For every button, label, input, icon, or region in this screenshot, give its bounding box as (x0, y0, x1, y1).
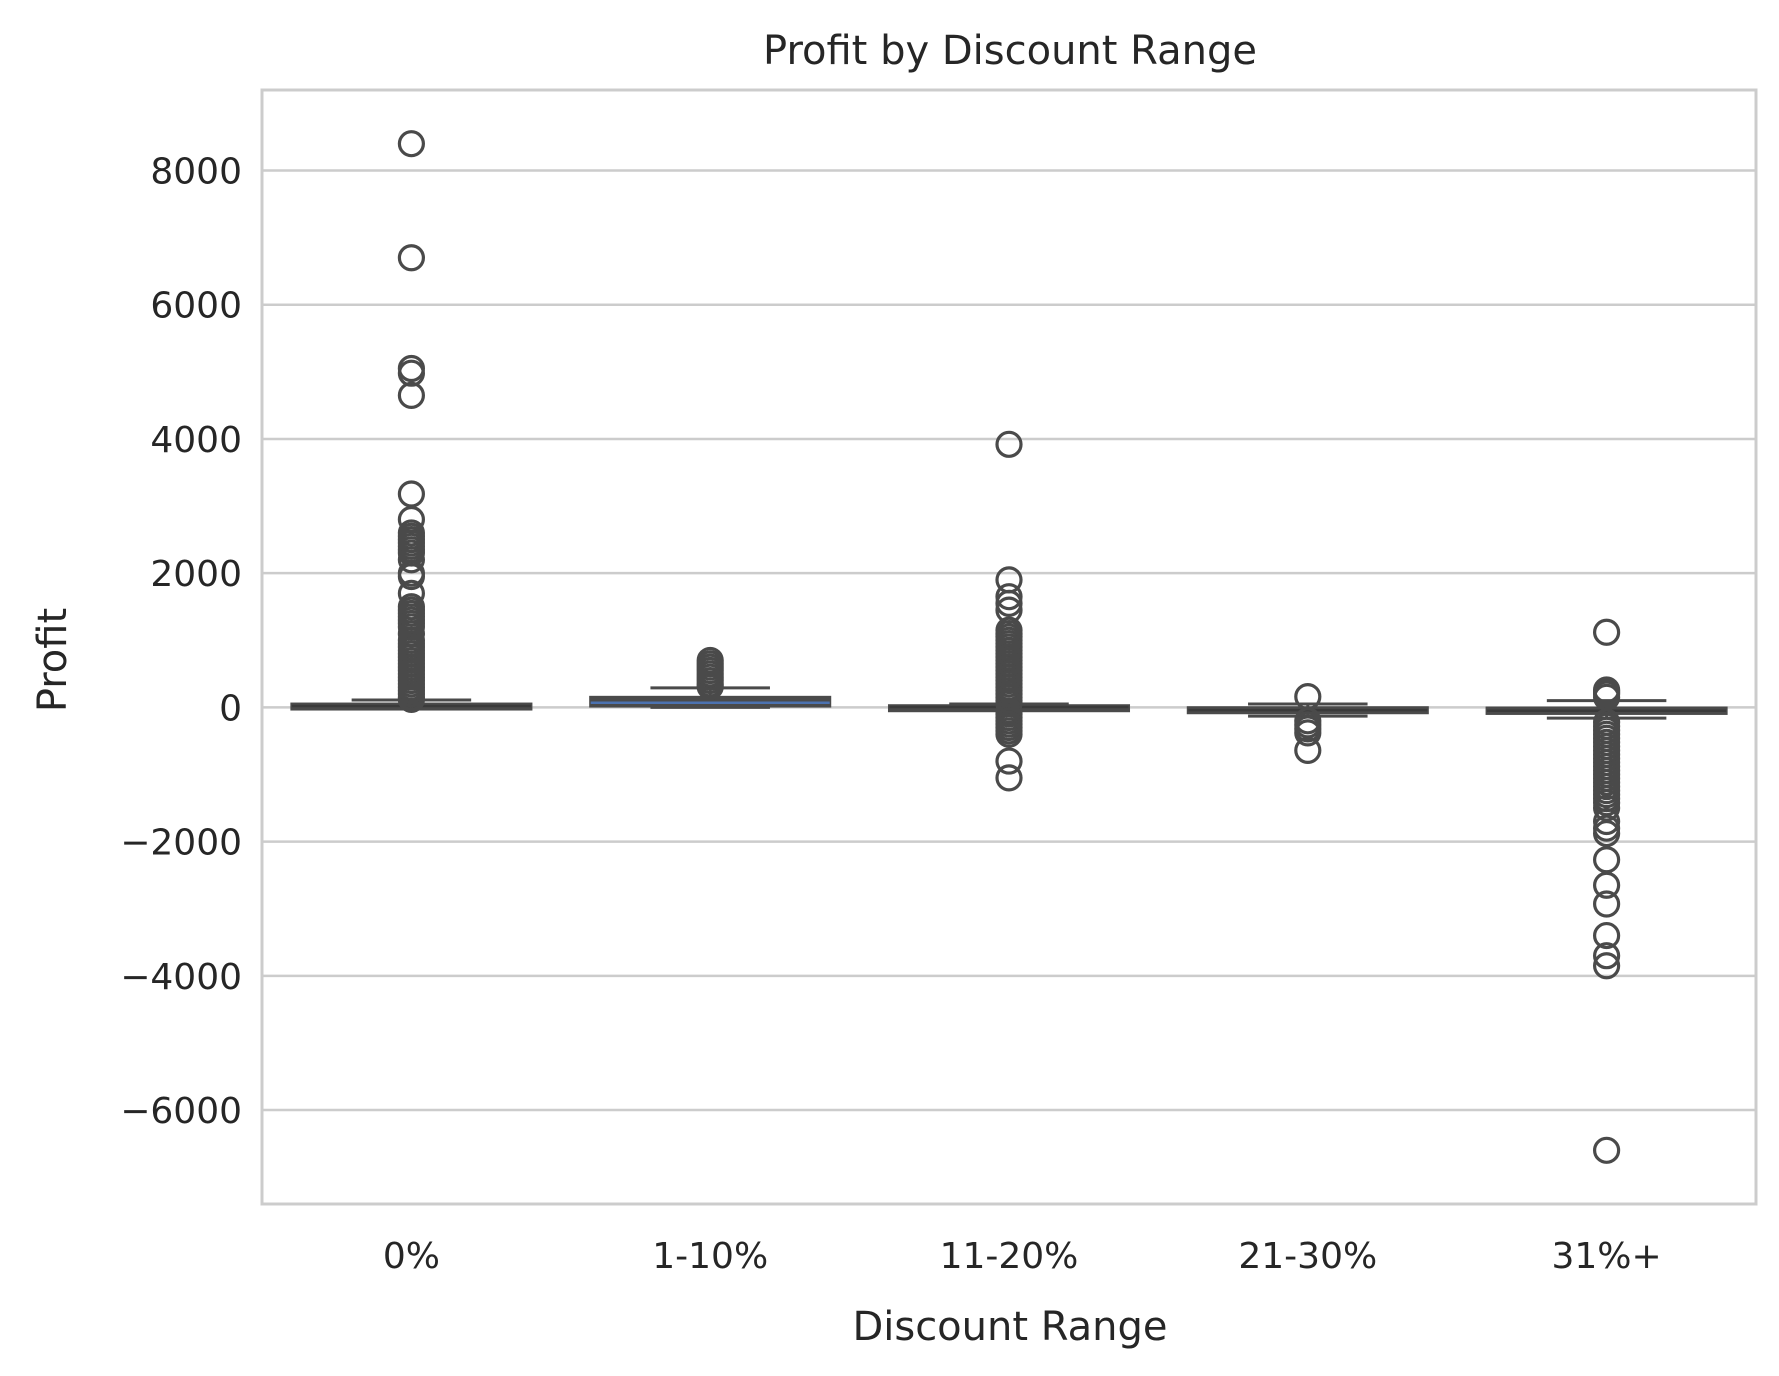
outlier-point (1592, 921, 1621, 950)
y-tick-label: 8000 (150, 152, 242, 193)
outlier-point (995, 747, 1023, 775)
outlier-point (696, 672, 724, 701)
outlier-point (397, 546, 425, 574)
outlier-point (1592, 807, 1621, 836)
x-tick-label: 11-20% (940, 1236, 1079, 1277)
outlier-point (1592, 942, 1621, 970)
plot-frame (260, 88, 1758, 1206)
chart-title: Profit by Discount Range (763, 28, 1257, 74)
y-tick-label: 2000 (150, 554, 242, 595)
y-tick-label: −6000 (120, 1091, 242, 1132)
outlier-point (1592, 952, 1621, 980)
x-axis-title: Discount Range (852, 1304, 1167, 1350)
outlier-point (397, 685, 425, 713)
y-tick-labels: 8000 6000 4000 2000 0 −2000 −4000 −6000 (120, 152, 242, 1133)
outlier-point (1294, 719, 1322, 747)
y-tick-label: −4000 (120, 957, 242, 998)
outlier-point (397, 381, 425, 409)
x-tick-label: 21-30% (1238, 1236, 1377, 1277)
outlier-point (1592, 618, 1621, 646)
x-tick-labels: 0% 1-10% 11-20% 21-30% 31%+ (383, 1236, 1662, 1277)
outlier-point (397, 130, 425, 158)
outlier-point (1592, 819, 1621, 848)
outlier-point (995, 430, 1023, 458)
y-tick-label: 0 (219, 688, 242, 729)
outlier-point (1592, 890, 1621, 918)
outlier-point (995, 720, 1023, 748)
x-tick-label: 1-10% (652, 1236, 768, 1277)
y-tick-label: −2000 (120, 823, 242, 864)
outlier-point (1592, 1136, 1621, 1164)
outliers (397, 130, 1621, 1164)
box-group (589, 686, 832, 709)
outlier-point (397, 359, 425, 387)
x-tick-label: 0% (383, 1236, 440, 1277)
outlier-point (397, 562, 425, 591)
x-tick-label: 31%+ (1552, 1236, 1662, 1277)
y-axis-title: Profit (30, 608, 76, 712)
outlier-point (995, 589, 1023, 617)
outlier-point (995, 764, 1023, 792)
y-tick-label: 4000 (150, 420, 242, 461)
outlier-point (1294, 736, 1322, 764)
outlier-point (1592, 871, 1621, 899)
y-tick-label: 6000 (150, 286, 242, 327)
outlier-point (995, 583, 1023, 611)
outlier-point (397, 244, 425, 272)
